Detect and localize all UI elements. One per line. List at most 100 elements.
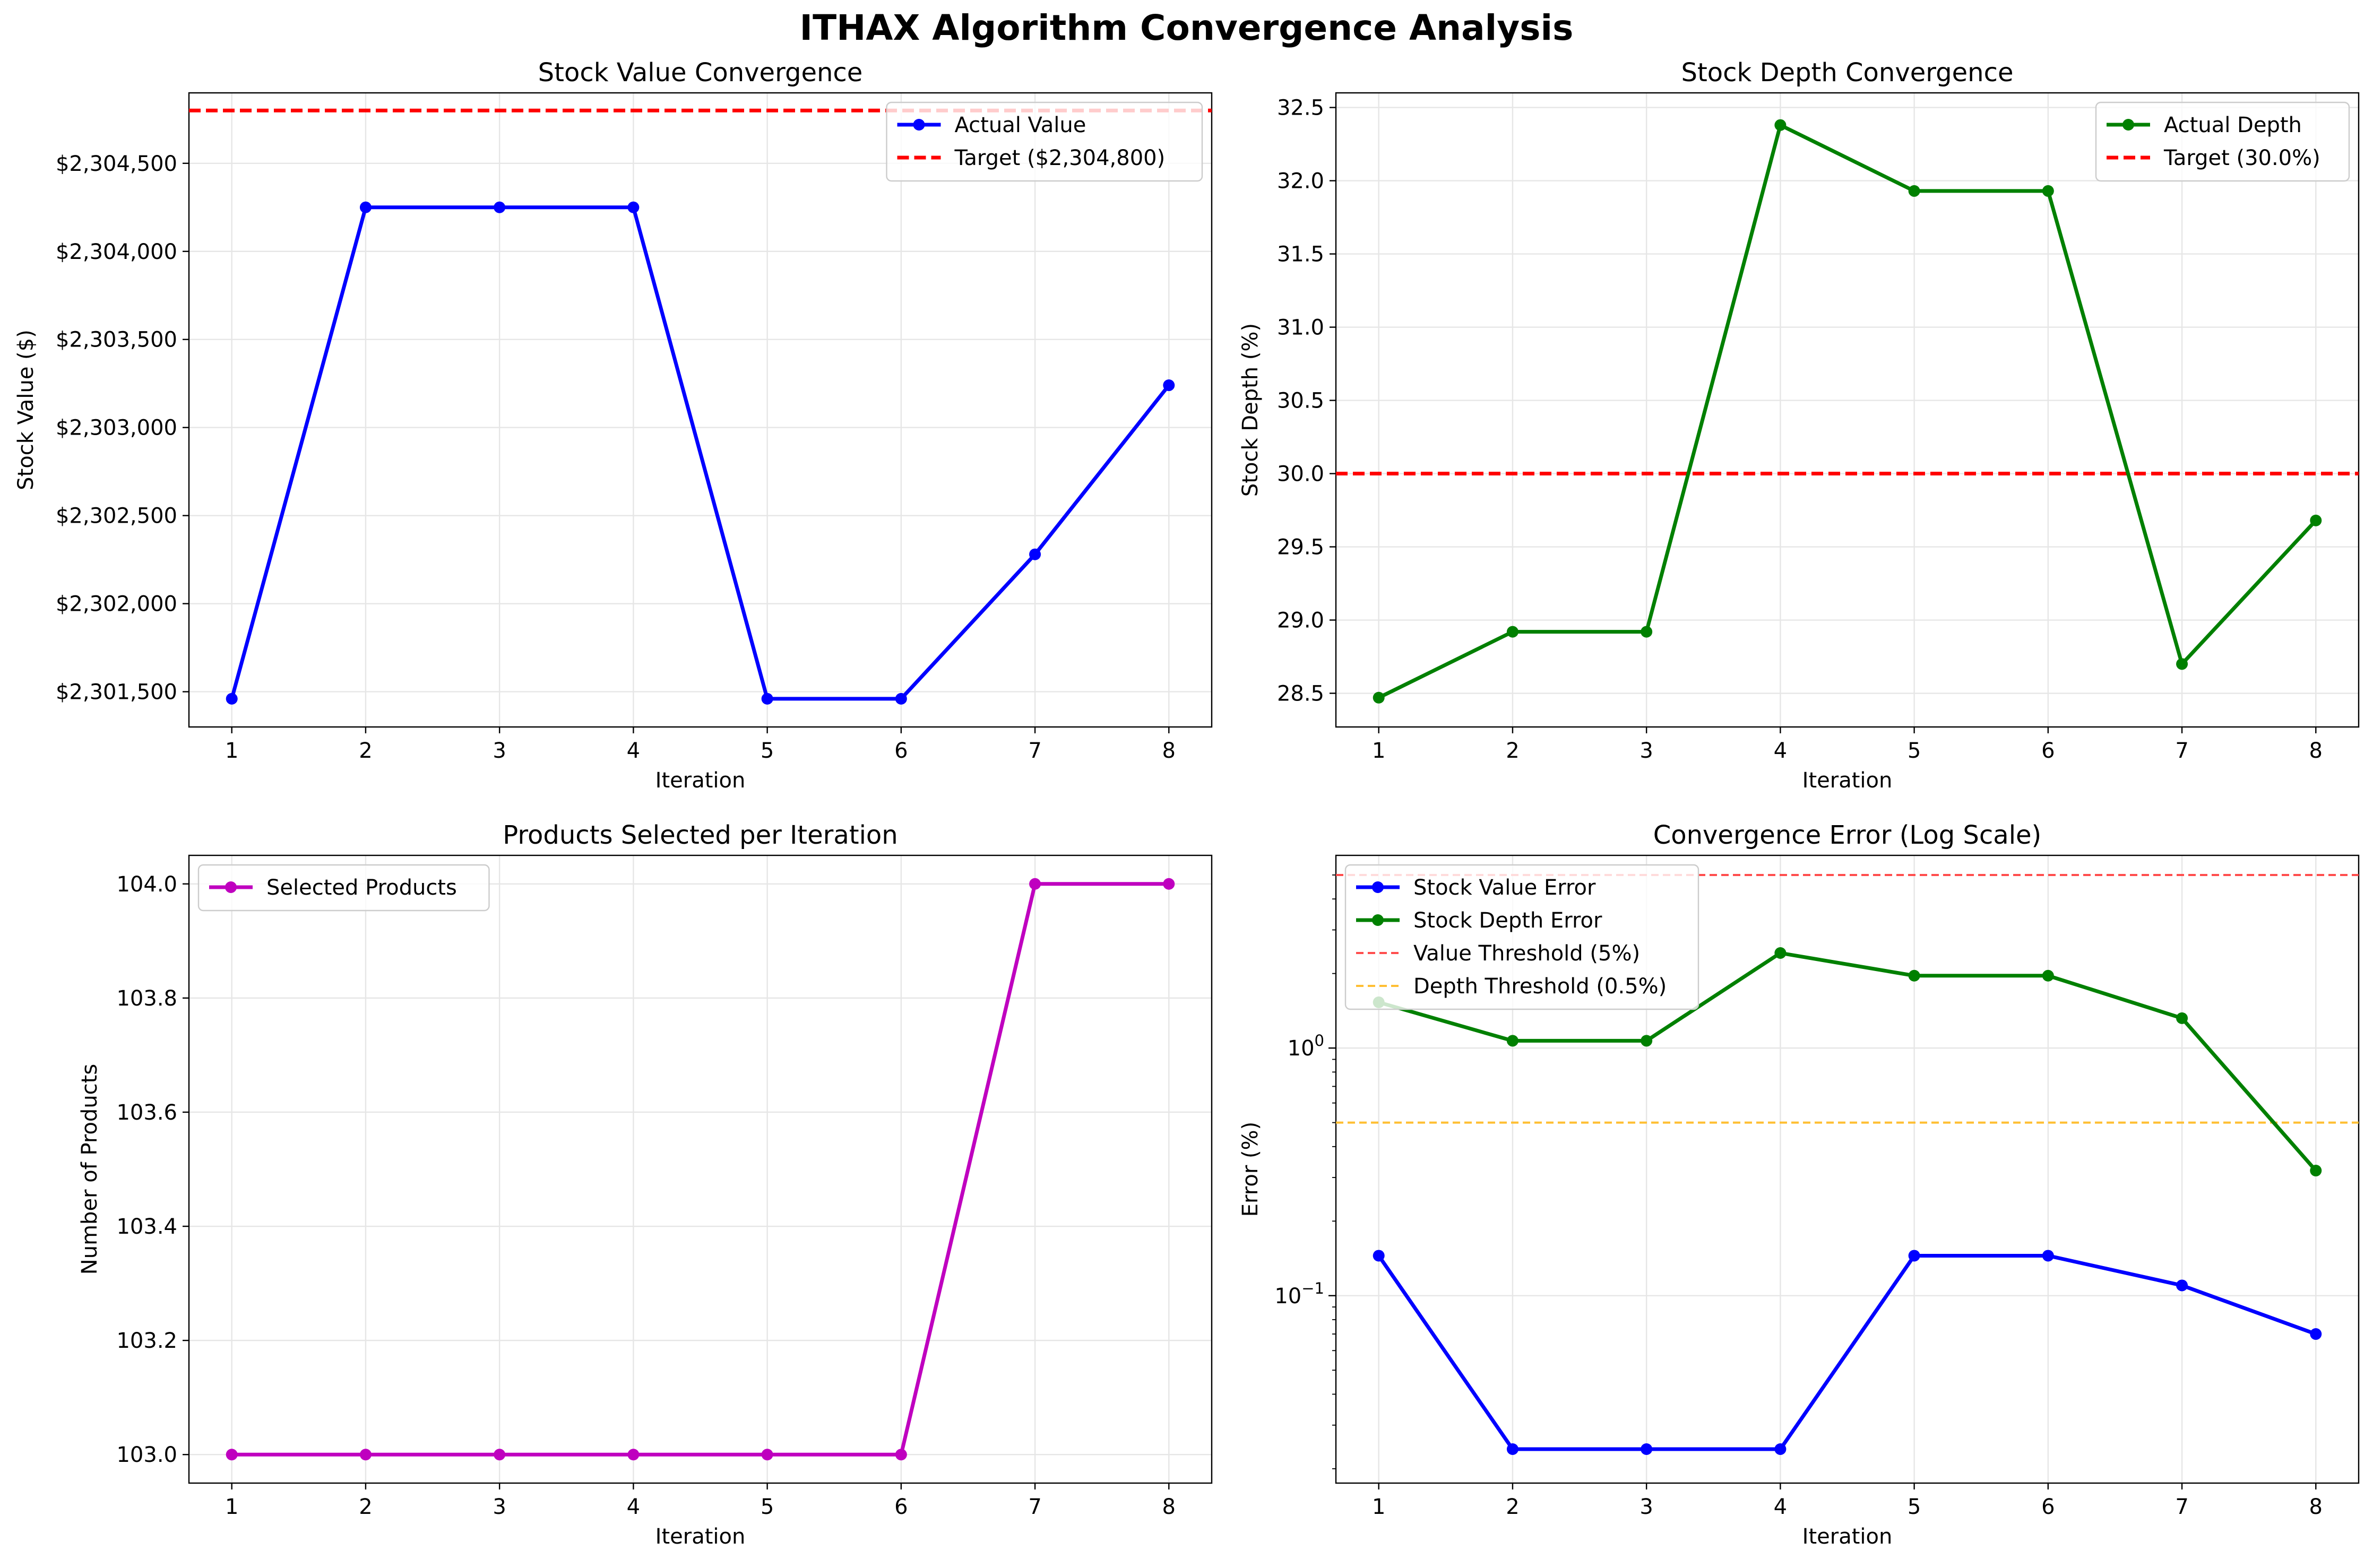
data-point (761, 692, 773, 705)
data-point (1029, 878, 1041, 890)
x-axis-label: Iteration (1802, 768, 1893, 793)
convergence-error-panel: 1 2 3 4 5 6 7 8 10−1 100 Convergence Error (Log Sc… (1238, 820, 2360, 1549)
x-tick-label: 1 (1372, 739, 1385, 763)
y-tick-label: 32.0 (1277, 169, 1324, 194)
legend-label: Target ($2,304,800) (954, 146, 1166, 170)
y-tick-label: 104.0 (116, 872, 177, 897)
data-point (1774, 947, 1787, 959)
data-point (2310, 1328, 2322, 1340)
legend: Actual Depth Target (30.0%) (2095, 101, 2350, 182)
x-tick-label: 3 (1639, 1495, 1653, 1519)
products-selected-panel: 1 2 3 4 5 6 7 8 103.0 103.2 103.4 103.6 103.8 104.0 Pr… (77, 820, 1213, 1549)
chart-title: Convergence Error (Log Scale) (1653, 820, 2042, 850)
legend: Selected Products (197, 864, 490, 912)
x-tick-label: 6 (894, 1495, 908, 1519)
x-tick-label: 5 (761, 1495, 774, 1519)
y-tick-label: 30.5 (1277, 389, 1324, 413)
series-line (1378, 951, 2317, 1172)
y-axis-label: Stock Depth (%) (1238, 323, 1263, 497)
y-tick-label: 31.0 (1277, 316, 1324, 340)
chart-title: Stock Value Convergence (538, 58, 863, 88)
x-tick-label: 6 (894, 739, 908, 763)
x-axis-label: Iteration (655, 768, 746, 793)
chart-title: Stock Depth Convergence (1681, 58, 2013, 88)
legend-box (886, 101, 1203, 182)
y-tick-label: 30.0 (1277, 462, 1324, 487)
y-tick-label: 29.5 (1277, 535, 1324, 560)
axes-frame (188, 92, 1213, 728)
legend-label: Stock Depth Error (1413, 908, 1602, 933)
y-tick-label: 10−1 (1274, 1279, 1324, 1309)
legend-label: Value Threshold (5%) (1413, 941, 1640, 966)
data-point (895, 692, 907, 705)
data-point (494, 1449, 506, 1461)
data-point (627, 1449, 640, 1461)
y-tick-label: 32.5 (1277, 96, 1324, 120)
data-point (1373, 1250, 1385, 1262)
data-point (1908, 1250, 1920, 1262)
y-axis-label: Number of Products (77, 1064, 102, 1275)
x-axis-label: Iteration (655, 1524, 746, 1549)
x-tick-label: 5 (1908, 1495, 1921, 1519)
x-axis-label: Iteration (1802, 1524, 1893, 1549)
x-tick-label: 8 (2309, 739, 2323, 763)
y-tick-label: 103.0 (116, 1443, 177, 1467)
data-point (1641, 626, 1653, 638)
x-tick-label: 2 (1506, 739, 1519, 763)
data-point (761, 1449, 773, 1461)
legend-label: Target (30.0%) (2163, 146, 2320, 170)
legend-box (1344, 864, 1699, 1010)
x-tick-label: 7 (2175, 739, 2188, 763)
x-tick-label: 4 (627, 1495, 640, 1519)
legend: Stock Value Error Stock Depth Error Value … (1344, 864, 1699, 1010)
y-tick-label: $2,301,500 (56, 680, 177, 705)
x-tick-label: 1 (225, 1495, 238, 1519)
axes-frame (188, 854, 1213, 1484)
data-point (2042, 185, 2054, 197)
x-tick-label: 3 (493, 1495, 506, 1519)
x-tick-label: 1 (1372, 1495, 1385, 1519)
x-tick-label: 5 (1908, 739, 1921, 763)
series-line (1377, 1253, 2317, 1451)
x-tick-label: 1 (225, 739, 238, 763)
legend-marker (1372, 881, 1384, 893)
x-tick-label: 8 (1162, 739, 1176, 763)
legend: Actual Value Target ($2,304,800) (886, 101, 1203, 182)
y-tick-label: $2,302,500 (56, 504, 177, 529)
legend-marker (913, 119, 925, 131)
data-point (1506, 1443, 1518, 1455)
legend-box (2095, 101, 2350, 182)
legend-label: Actual Value (955, 113, 1086, 137)
series-line (1378, 123, 2317, 699)
legend-marker (225, 881, 237, 893)
y-tick-label: $2,303,000 (56, 416, 177, 440)
data-point (1506, 1035, 1518, 1047)
y-tick-label: 103.4 (116, 1215, 177, 1239)
series-line (231, 882, 1169, 1457)
x-tick-label: 6 (2041, 739, 2055, 763)
data-point (1774, 1443, 1787, 1455)
y-tick-label: 28.5 (1277, 682, 1324, 706)
x-tick-label: 8 (2309, 1495, 2323, 1519)
figure-title: ITHAX Algorithm Convergence Analysis (799, 7, 1574, 48)
data-point (1908, 185, 1920, 197)
data-point (2176, 1012, 2188, 1024)
legend-label: Depth Threshold (0.5%) (1413, 974, 1667, 999)
x-tick-label: 2 (359, 1495, 372, 1519)
data-point (2310, 514, 2322, 526)
data-point (2310, 1165, 2322, 1177)
x-tick-label: 6 (2041, 1495, 2055, 1519)
y-tick-label: $2,303,500 (56, 328, 177, 352)
y-tick-label: 100 (1288, 1032, 1324, 1061)
data-point (895, 1449, 907, 1461)
data-point (2042, 969, 2054, 982)
data-point (2176, 1279, 2188, 1292)
x-tick-label: 7 (1028, 739, 1041, 763)
data-point (627, 201, 640, 213)
x-tick-label: 7 (1028, 1495, 1041, 1519)
stock-depth-panel: 1 2 3 4 5 6 7 8 28.5 29.0 29.5 30.0 30.5 31.0 31.5 32.0… (1238, 58, 2360, 793)
axes-frame (1335, 92, 2360, 728)
y-tick-label: $2,304,000 (56, 240, 177, 264)
x-tick-label: 5 (761, 739, 774, 763)
